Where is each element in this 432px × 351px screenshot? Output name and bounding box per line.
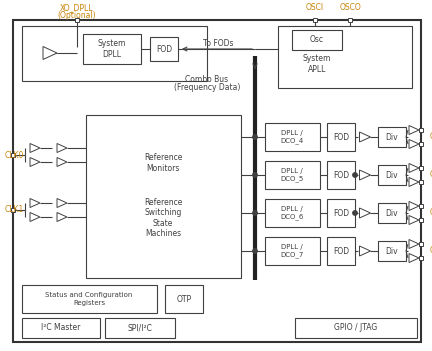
Text: Combo Bus: Combo Bus bbox=[185, 75, 229, 85]
Circle shape bbox=[253, 135, 257, 139]
Polygon shape bbox=[409, 201, 419, 211]
Bar bbox=[378, 165, 406, 185]
Polygon shape bbox=[57, 212, 67, 221]
Bar bbox=[378, 203, 406, 223]
Text: Div: Div bbox=[386, 171, 398, 179]
Bar bbox=[327, 199, 355, 227]
Text: Osc: Osc bbox=[310, 35, 324, 45]
Bar bbox=[378, 241, 406, 261]
Bar bbox=[419, 128, 423, 132]
Bar bbox=[313, 18, 317, 22]
Bar bbox=[327, 161, 355, 189]
Polygon shape bbox=[359, 132, 371, 142]
Bar bbox=[265, 123, 320, 151]
Polygon shape bbox=[30, 212, 40, 221]
Polygon shape bbox=[359, 208, 371, 218]
Text: Q10: Q10 bbox=[430, 208, 432, 218]
Circle shape bbox=[353, 173, 357, 177]
Polygon shape bbox=[30, 158, 40, 166]
Text: Div: Div bbox=[386, 208, 398, 218]
Polygon shape bbox=[409, 178, 419, 186]
Text: DPLL /
DCO_6: DPLL / DCO_6 bbox=[280, 206, 304, 220]
Bar bbox=[86, 115, 241, 278]
Text: Q9: Q9 bbox=[430, 171, 432, 179]
Bar bbox=[278, 26, 412, 88]
Polygon shape bbox=[57, 199, 67, 207]
Text: DPLL /
DCO_5: DPLL / DCO_5 bbox=[280, 168, 304, 182]
Text: XO_DPLL: XO_DPLL bbox=[60, 4, 94, 13]
Bar bbox=[22, 26, 207, 81]
Polygon shape bbox=[57, 158, 67, 166]
Circle shape bbox=[253, 173, 257, 177]
Text: OSCI: OSCI bbox=[306, 4, 324, 13]
Bar bbox=[11, 208, 15, 212]
Text: Q11: Q11 bbox=[430, 246, 432, 256]
Bar bbox=[292, 30, 342, 50]
Text: System
APLL: System APLL bbox=[303, 54, 331, 74]
Polygon shape bbox=[409, 139, 419, 148]
Bar bbox=[419, 256, 423, 260]
Polygon shape bbox=[409, 164, 419, 172]
Polygon shape bbox=[359, 170, 371, 180]
Text: DPLL /
DCO_7: DPLL / DCO_7 bbox=[280, 244, 304, 258]
Bar bbox=[75, 18, 79, 22]
Text: Q8: Q8 bbox=[430, 132, 432, 141]
Bar bbox=[327, 237, 355, 265]
Text: FOD: FOD bbox=[333, 171, 349, 179]
Polygon shape bbox=[409, 239, 419, 249]
Bar bbox=[419, 166, 423, 170]
Text: FOD: FOD bbox=[156, 45, 172, 53]
Bar bbox=[295, 318, 417, 338]
Bar bbox=[265, 237, 320, 265]
Text: SPI/I²C: SPI/I²C bbox=[127, 324, 152, 332]
Text: Div: Div bbox=[386, 246, 398, 256]
Circle shape bbox=[253, 211, 257, 215]
Text: To FODs: To FODs bbox=[203, 40, 233, 48]
Bar bbox=[265, 199, 320, 227]
Bar bbox=[419, 180, 423, 184]
Text: FOD: FOD bbox=[333, 132, 349, 141]
Bar bbox=[419, 218, 423, 222]
Text: System
DPLL: System DPLL bbox=[98, 39, 126, 59]
Text: DPLL /
DCO_4: DPLL / DCO_4 bbox=[280, 130, 304, 144]
Text: Status and Configuration
Registers: Status and Configuration Registers bbox=[45, 292, 133, 305]
Text: OSCO: OSCO bbox=[339, 4, 361, 13]
Text: (Frequency Data): (Frequency Data) bbox=[174, 84, 240, 93]
Text: FOD: FOD bbox=[333, 246, 349, 256]
Text: Reference
Switching
State
Machines: Reference Switching State Machines bbox=[144, 198, 182, 238]
Text: Div: Div bbox=[386, 132, 398, 141]
Bar bbox=[83, 34, 141, 64]
Text: GPIO / JTAG: GPIO / JTAG bbox=[334, 324, 378, 332]
Bar bbox=[22, 285, 157, 313]
Polygon shape bbox=[30, 199, 40, 207]
Text: CLK0: CLK0 bbox=[5, 151, 24, 159]
Polygon shape bbox=[409, 253, 419, 263]
Bar bbox=[419, 204, 423, 208]
Text: I²C Master: I²C Master bbox=[41, 324, 81, 332]
Bar bbox=[105, 318, 175, 338]
Text: OTP: OTP bbox=[176, 294, 191, 304]
Bar bbox=[348, 18, 352, 22]
Text: CLK1: CLK1 bbox=[5, 205, 24, 214]
Bar bbox=[22, 318, 100, 338]
Polygon shape bbox=[409, 126, 419, 134]
Bar bbox=[265, 161, 320, 189]
Text: FOD: FOD bbox=[333, 208, 349, 218]
Polygon shape bbox=[359, 246, 371, 256]
Circle shape bbox=[353, 211, 357, 215]
Polygon shape bbox=[57, 144, 67, 152]
Circle shape bbox=[253, 249, 257, 253]
Polygon shape bbox=[409, 216, 419, 225]
Bar bbox=[11, 153, 15, 157]
Bar bbox=[378, 127, 406, 147]
Text: Reference
Monitors: Reference Monitors bbox=[144, 153, 182, 173]
Bar bbox=[419, 242, 423, 246]
Polygon shape bbox=[30, 144, 40, 152]
Bar bbox=[419, 142, 423, 146]
Text: (Optional): (Optional) bbox=[58, 11, 96, 20]
Bar bbox=[150, 37, 178, 61]
Bar bbox=[327, 123, 355, 151]
Polygon shape bbox=[43, 46, 57, 60]
Bar bbox=[165, 285, 203, 313]
